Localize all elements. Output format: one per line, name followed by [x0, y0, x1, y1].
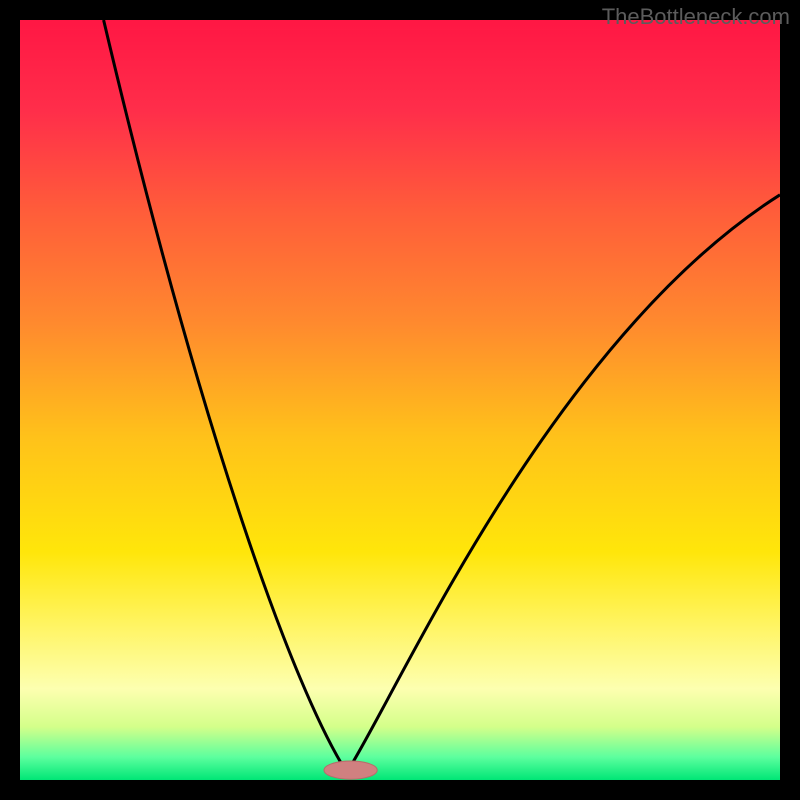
dip-marker	[324, 761, 377, 779]
bottleneck-chart: TheBottleneck.com	[0, 0, 800, 800]
watermark-text: TheBottleneck.com	[602, 4, 790, 30]
plot-background	[20, 20, 780, 780]
chart-plot	[0, 0, 800, 800]
